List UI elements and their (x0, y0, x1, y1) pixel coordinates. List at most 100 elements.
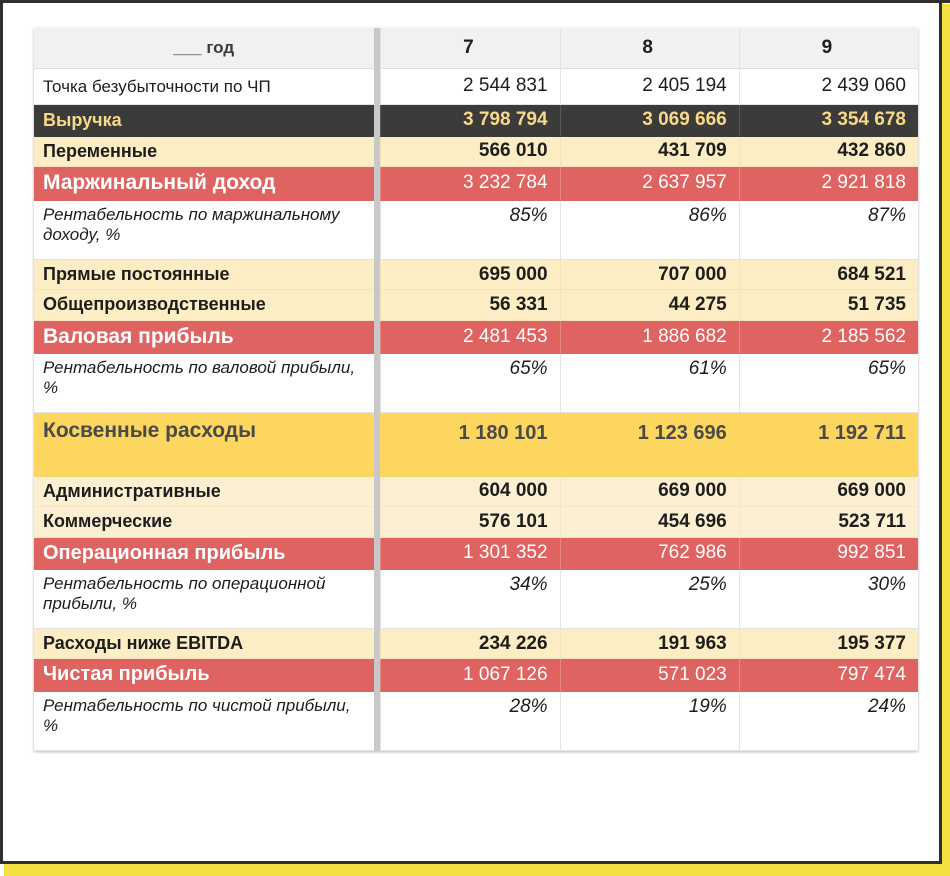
page-border-left (0, 0, 3, 862)
row-value: 454 696 (559, 507, 739, 538)
row-value: 604 000 (380, 477, 560, 508)
row-value: 3 232 784 (380, 167, 560, 202)
page-border-top (0, 0, 950, 3)
row-label: Переменные (34, 137, 375, 168)
row-value: 87% (738, 201, 918, 261)
row-value: 2 405 194 (559, 69, 739, 105)
row-label: Коммерческие (34, 507, 375, 538)
page-border-bottom (0, 861, 942, 864)
row-value: 51 735 (738, 290, 918, 321)
row-label: Маржинальный доход (34, 167, 375, 202)
row-label: Косвенные расходы (34, 413, 375, 478)
column-separator (374, 260, 381, 291)
row-value: 191 963 (559, 629, 739, 660)
table-row: Коммерческие 576 101 454 696 523 711 (34, 507, 918, 538)
column-separator (374, 69, 381, 105)
table-row: Рентабельность по маржинальному доходу, … (34, 201, 918, 261)
row-value: 1 192 711 (738, 413, 918, 478)
row-value: 195 377 (738, 629, 918, 660)
column-separator (374, 537, 381, 571)
row-value: 1 067 126 (380, 659, 560, 693)
row-label: Операционная прибыль (34, 537, 375, 571)
row-value: 432 860 (738, 137, 918, 168)
row-label: Расходы ниже EBITDA (34, 629, 375, 660)
row-label: Общепроизводственные (34, 290, 375, 321)
table-row: Чистая прибыль 1 067 126 571 023 797 474 (34, 659, 918, 693)
column-separator (374, 659, 381, 693)
row-value: 61% (559, 354, 739, 414)
row-value: 669 000 (559, 477, 739, 508)
row-value: 1 180 101 (380, 413, 560, 478)
header-column-3: 9 (738, 28, 918, 70)
column-separator (374, 354, 381, 414)
row-value: 707 000 (559, 260, 739, 291)
row-value: 24% (738, 692, 918, 752)
row-value: 3 069 666 (559, 104, 739, 138)
row-label: Чистая прибыль (34, 659, 375, 693)
row-label: Выручка (34, 104, 375, 138)
table-row: Точка безубыточности по ЧП 2 544 831 2 405… (34, 69, 918, 105)
row-value: 86% (559, 201, 739, 261)
column-separator (374, 413, 381, 478)
table-row: Расходы ниже EBITDA 234 226 191 963 195 377 (34, 629, 918, 660)
pnl-table: ___ год 7 8 9 Точка безубыточности по ЧП… (34, 28, 918, 752)
column-separator (374, 167, 381, 202)
row-value: 56 331 (380, 290, 560, 321)
table-row: Переменные 566 010 431 709 432 860 (34, 137, 918, 168)
row-value: 2 439 060 (738, 69, 918, 105)
column-separator (374, 507, 381, 538)
row-label: Валовая прибыль (34, 320, 375, 355)
table-row: Валовая прибыль 2 481 453 1 886 682 2 185 5… (34, 320, 918, 355)
row-value: 523 711 (738, 507, 918, 538)
column-separator (374, 320, 381, 355)
row-label: Административные (34, 477, 375, 508)
row-value: 65% (738, 354, 918, 414)
table-row: Рентабельность по чистой прибыли, % 28% 19… (34, 692, 918, 752)
row-value: 3 798 794 (380, 104, 560, 138)
row-value: 669 000 (738, 477, 918, 508)
row-value: 684 521 (738, 260, 918, 291)
row-label: Рентабельность по валовой прибыли, % (34, 354, 375, 414)
row-value: 25% (559, 570, 739, 630)
row-value: 797 474 (738, 659, 918, 693)
column-separator (374, 477, 381, 508)
row-value: 65% (380, 354, 560, 414)
pnl-table-container: ___ год 7 8 9 Точка безубыточности по ЧП… (34, 28, 918, 752)
row-value: 576 101 (380, 507, 560, 538)
row-value: 2 921 818 (738, 167, 918, 202)
table-header-row: ___ год 7 8 9 (34, 28, 918, 70)
row-value: 28% (380, 692, 560, 752)
row-value: 2 544 831 (380, 69, 560, 105)
row-value: 431 709 (559, 137, 739, 168)
row-value: 992 851 (738, 537, 918, 571)
page-border-right (939, 0, 942, 862)
table-body: Точка безубыточности по ЧП 2 544 831 2 405… (34, 69, 918, 752)
table-row: Рентабельность по валовой прибыли, % 65% 6… (34, 354, 918, 414)
row-value: 2 185 562 (738, 320, 918, 355)
row-label: Рентабельность по чистой прибыли, % (34, 692, 375, 752)
accent-bar-right (942, 4, 950, 872)
row-label: Прямые постоянные (34, 260, 375, 291)
row-value: 19% (559, 692, 739, 752)
column-separator (374, 28, 381, 70)
row-value: 85% (380, 201, 560, 261)
row-label: Точка безубыточности по ЧП (34, 69, 375, 105)
row-label: Рентабельность по операционной прибыли, … (34, 570, 375, 630)
table-row: Рентабельность по операционной прибыли, … (34, 570, 918, 630)
row-value: 34% (380, 570, 560, 630)
column-separator (374, 201, 381, 261)
column-separator (374, 137, 381, 168)
table-row: Общепроизводственные 56 331 44 275 51 735 (34, 290, 918, 321)
table-row: Маржинальный доход 3 232 784 2 637 957 2 92… (34, 167, 918, 202)
row-value: 234 226 (380, 629, 560, 660)
column-separator (374, 104, 381, 138)
row-value: 571 023 (559, 659, 739, 693)
table-row: Операционная прибыль 1 301 352 762 986 992 … (34, 537, 918, 571)
row-value: 44 275 (559, 290, 739, 321)
row-value: 566 010 (380, 137, 560, 168)
table-row: Косвенные расходы 1 180 101 1 123 696 1 192… (34, 413, 918, 478)
row-value: 762 986 (559, 537, 739, 571)
column-separator (374, 692, 381, 752)
accent-bar-bottom (4, 864, 950, 876)
header-period-label: ___ год (34, 28, 375, 70)
